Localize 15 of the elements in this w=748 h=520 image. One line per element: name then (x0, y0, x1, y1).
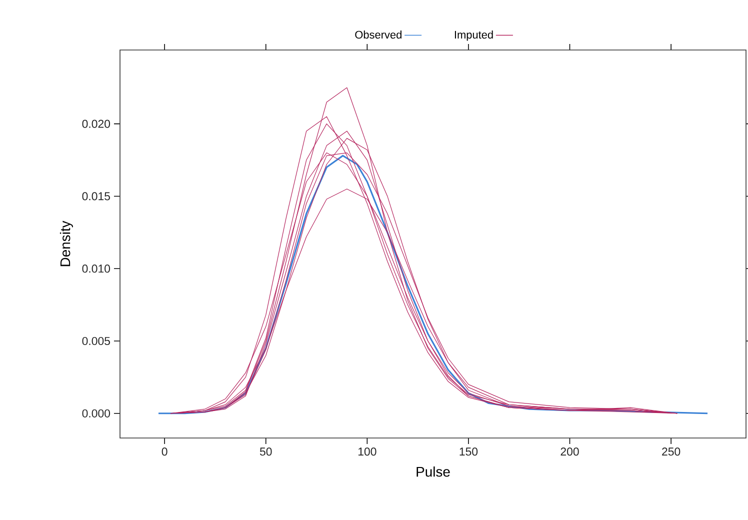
x-tick-label: 100 (358, 448, 376, 456)
x-tick-label: 0 (162, 448, 168, 456)
x-tick-label: 250 (662, 448, 680, 456)
x-axis-title: Pulse (416, 466, 450, 477)
legend-label: Observed (355, 30, 402, 39)
y-tick-label: 0.020 (82, 120, 110, 128)
y-tick-label: 0.005 (82, 336, 110, 346)
y-tick-label: 0.015 (82, 192, 110, 200)
y-tick-label: 0.000 (82, 409, 110, 418)
y-tick-label: 0.010 (82, 264, 110, 273)
x-tick-label: 50 (260, 448, 272, 456)
y-axis-title: Density (60, 220, 73, 266)
x-tick-label: 200 (560, 448, 579, 456)
x-tick-label: 150 (460, 448, 478, 456)
legend-label: Imputed (454, 30, 493, 41)
